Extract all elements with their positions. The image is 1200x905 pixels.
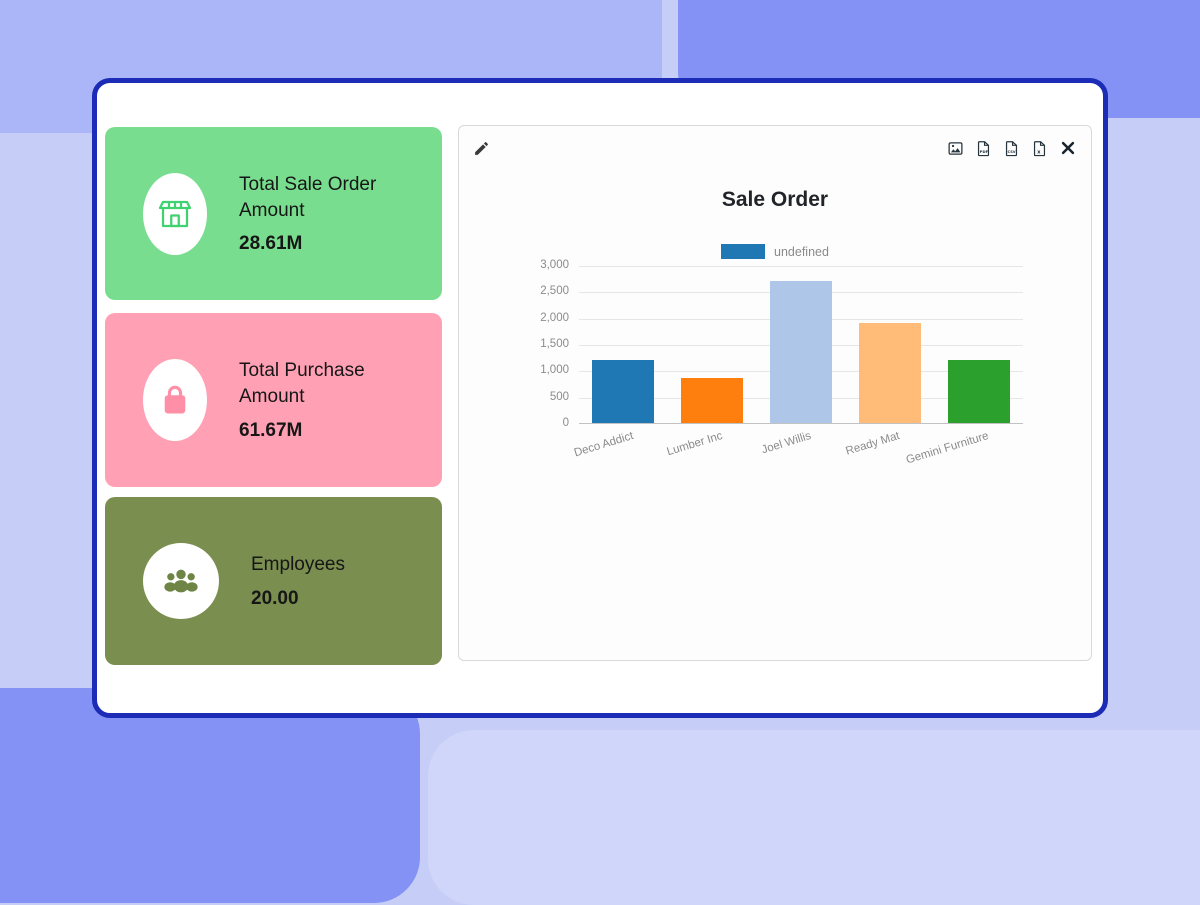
x-axis: Deco Addict Lumber Inc Joel Willis Ready Ma… <box>459 424 1091 476</box>
export-image-icon[interactable] <box>947 140 964 157</box>
plot-area <box>579 266 1023 424</box>
kpi-card-total-sale-order[interactable]: Total Sale Order Amount 28.61M <box>105 127 442 300</box>
kpi-card-total-purchase[interactable]: Total Purchase Amount 61.67M <box>105 313 442 487</box>
y-tick-label: 1,500 <box>540 338 569 350</box>
export-toolbar: PDF CSV x <box>947 139 1077 157</box>
gridline <box>579 266 1023 267</box>
legend-label: undefined <box>774 244 829 259</box>
kpi-value: 61.67M <box>239 419 303 441</box>
kpi-label: Employees <box>251 554 345 576</box>
edit-pencil-icon[interactable] <box>473 140 490 157</box>
people-icon <box>164 569 198 593</box>
y-tick-label: 500 <box>549 390 569 403</box>
store-icon <box>158 200 192 227</box>
x-axis-label: Joel Willis <box>760 430 813 457</box>
kpi-badge <box>143 359 207 441</box>
kpi-text: Total Sale Order Amount 28.61M <box>239 172 422 255</box>
y-tick-label: 1,000 <box>540 364 569 377</box>
sale-order-chart-widget: PDF CSV x <box>458 125 1092 661</box>
svg-text:CSV: CSV <box>1008 150 1016 154</box>
bar-lumber-inc[interactable] <box>681 378 744 423</box>
bar-deco-addict[interactable] <box>592 359 655 423</box>
bar-gemini-furniture[interactable] <box>947 359 1010 423</box>
kpi-text: Total Purchase Amount 61.67M <box>239 358 422 441</box>
x-axis-label: Ready Mat <box>844 430 902 458</box>
kpi-value: 20.00 <box>251 587 299 609</box>
y-tick-label: 3,000 <box>540 259 569 271</box>
x-axis-label: Gemini Furniture <box>904 430 991 467</box>
x-axis-label: Deco Addict <box>572 430 635 460</box>
kpi-value: 28.61M <box>239 233 303 255</box>
background-block-bottom-right <box>428 730 1200 905</box>
dashboard-window: Total Sale Order Amount 28.61M Total Pur… <box>92 78 1108 718</box>
legend-swatch <box>721 244 766 259</box>
x-axis-label: Lumber Inc <box>665 430 724 459</box>
bar-joel-willis[interactable] <box>770 280 832 423</box>
background-block-bottom-left <box>0 688 420 903</box>
export-xlsx-icon[interactable]: x <box>1031 140 1048 157</box>
close-icon[interactable] <box>1059 139 1077 157</box>
export-csv-icon[interactable]: CSV <box>1003 140 1020 157</box>
bar-ready-mat[interactable] <box>858 322 921 423</box>
export-pdf-icon[interactable]: PDF <box>975 140 992 157</box>
chart-title: Sale Order <box>721 188 829 211</box>
kpi-label: Total Purchase Amount <box>239 360 365 407</box>
chart-toolbar: PDF CSV x <box>459 136 1091 160</box>
kpi-card-employees[interactable]: Employees 20.00 <box>105 497 442 665</box>
kpi-text: Employees 20.00 <box>251 552 345 610</box>
kpi-badge <box>143 172 207 255</box>
y-tick-label: 2,000 <box>540 311 569 324</box>
kpi-label: Total Sale Order Amount <box>239 173 377 221</box>
y-axis: 0 500 1,000 1,500 2,000 2,500 3,000 <box>517 259 569 429</box>
svg-text:x: x <box>1037 149 1041 155</box>
shopping-bag-icon <box>164 385 186 414</box>
y-tick-label: 0 <box>562 417 569 429</box>
svg-text:PDF: PDF <box>980 149 989 154</box>
y-tick-label: 2,500 <box>540 285 569 298</box>
chart-legend[interactable]: undefined <box>459 244 1091 259</box>
kpi-badge <box>143 543 219 619</box>
